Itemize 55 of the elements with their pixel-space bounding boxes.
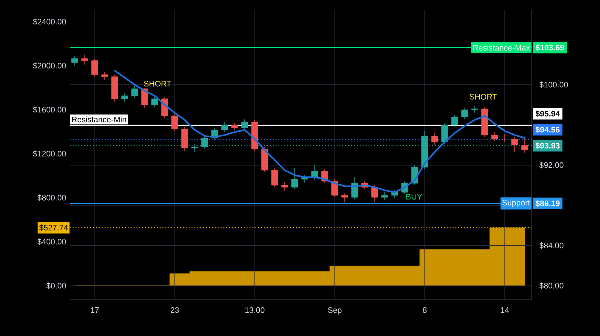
candlestick xyxy=(372,185,378,203)
text: $95.94 xyxy=(536,110,560,118)
candlestick xyxy=(132,84,138,98)
candlestick xyxy=(92,58,98,78)
y-tick-label: $84.00 xyxy=(540,242,564,250)
x-tick-label: 13:00 xyxy=(246,308,265,314)
candlestick xyxy=(452,114,458,128)
y2-tick-label: $1200.00 xyxy=(33,150,66,158)
candlestick xyxy=(282,182,288,192)
y2-tick-label: $2000.00 xyxy=(33,62,66,70)
ref-line-label: Support xyxy=(502,200,530,208)
candlestick xyxy=(242,118,248,130)
y2-tick-label: $1600.00 xyxy=(33,106,66,114)
y2-tick-label: $2400.00 xyxy=(33,18,66,26)
candlestick xyxy=(292,168,298,190)
candlestick xyxy=(262,146,268,173)
text: $93.93 xyxy=(536,142,560,150)
candlestick xyxy=(182,126,188,152)
candlestick xyxy=(82,54,88,66)
candlestick xyxy=(72,55,78,66)
candlestick xyxy=(342,193,348,203)
candlestick xyxy=(272,168,278,188)
y-tick-label: $92.00 xyxy=(540,162,564,169)
candlestick xyxy=(152,96,158,108)
annotation: SHORT xyxy=(470,94,498,100)
candlestick xyxy=(122,92,128,102)
x-tick-label: 14 xyxy=(501,308,510,314)
annotation: BUY xyxy=(406,194,422,200)
y2-tick-label: $0.00 xyxy=(46,282,66,290)
candlestick xyxy=(222,122,228,133)
x-tick-label: Sep xyxy=(328,308,342,315)
x-tick-label: 23 xyxy=(170,308,180,314)
y2-tick-label: $800.00 xyxy=(38,194,66,202)
y-tick-label: $100.00 xyxy=(540,82,568,88)
candlestick xyxy=(112,74,118,102)
annotation: SHORT xyxy=(144,81,172,87)
candlestick xyxy=(462,108,468,120)
y2-tick-label: $400.00 xyxy=(38,238,66,246)
candlestick xyxy=(512,136,518,153)
x-tick-label: 17 xyxy=(91,308,100,314)
candlestick xyxy=(492,132,498,142)
candlestick xyxy=(312,165,318,181)
ref-line-label: Resistance-Max xyxy=(474,44,530,51)
text: $88.19 xyxy=(536,200,560,207)
candlestick xyxy=(172,114,178,132)
x-tick-label: 8 xyxy=(423,308,427,314)
candlestick xyxy=(502,134,508,143)
ref-line-label: $527.74 xyxy=(39,224,68,232)
candlestick xyxy=(472,106,478,114)
y-tick-label: $80.00 xyxy=(540,282,564,290)
text: $103.69 xyxy=(536,44,564,52)
candlestick xyxy=(522,138,528,154)
candlestick xyxy=(432,132,438,146)
ref-line-label: Resistance-Min xyxy=(72,116,126,123)
text: $94.56 xyxy=(536,126,560,134)
